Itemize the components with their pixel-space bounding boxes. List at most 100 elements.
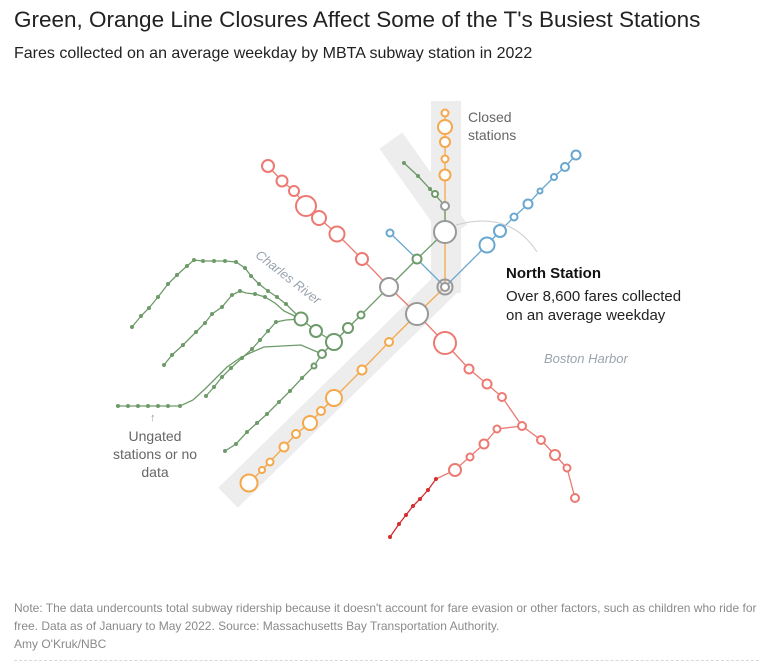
- station-milton: [418, 497, 422, 501]
- station-community-college: [440, 201, 450, 211]
- station-c-01: [162, 363, 166, 367]
- station-cedar-grove: [434, 477, 438, 481]
- chart-title: Green, Orange Line Closures Affect Some …: [14, 7, 701, 32]
- north-station-description: Over 8,600 fares collected on an average…: [506, 288, 682, 324]
- station-maverick: [478, 236, 496, 254]
- station-lechmere: [431, 190, 439, 198]
- station-c-11: [263, 295, 267, 299]
- red-line-stations: [261, 159, 580, 503]
- station-b-05: [166, 282, 170, 286]
- station-mattapan: [388, 535, 392, 539]
- closed-stations-label: Closed stations: [468, 109, 517, 143]
- station-b-07: [185, 264, 189, 268]
- station-b-18: [284, 302, 288, 306]
- station-davis: [275, 174, 289, 188]
- station-bowdoin: [385, 228, 395, 238]
- station-b-13: [243, 266, 247, 270]
- mbta-station-map: [116, 101, 582, 539]
- station-trunk-02: [288, 389, 292, 393]
- green-line-stations: [116, 161, 439, 453]
- station-oak-grove: [440, 108, 450, 118]
- station-wonderland: [570, 149, 582, 161]
- station-braintree: [570, 493, 580, 503]
- station-forest-hills: [239, 473, 259, 493]
- station-kendall: [328, 225, 346, 243]
- station-b-04: [156, 295, 160, 299]
- station-b-12: [234, 260, 238, 264]
- station-central: [311, 210, 327, 226]
- station-forest-hills-approach: [265, 457, 275, 467]
- station-harvard: [295, 195, 317, 217]
- station-trunk-05: [255, 421, 259, 425]
- station-valley-road: [404, 513, 408, 517]
- station-c-09: [238, 289, 242, 293]
- ungated-stations-label: Ungated stations or no data: [112, 428, 198, 480]
- station-roxbury-crossing: [316, 406, 326, 416]
- station-north-station: [436, 278, 454, 296]
- boston-harbor-label: Boston Harbor: [544, 351, 628, 366]
- station-e-03: [136, 404, 140, 408]
- station-fields-corner: [478, 438, 490, 450]
- station-suffolk-downs: [536, 187, 544, 195]
- station-c-06: [210, 312, 214, 316]
- station-back-bay: [384, 337, 394, 347]
- station-c-05: [203, 321, 207, 325]
- footnote: Note: The data undercounts total subway …: [14, 601, 757, 633]
- station-sullivan-square: [438, 168, 452, 182]
- station-quincy-center: [549, 449, 561, 461]
- station-b-02: [139, 314, 143, 318]
- footer-divider: [14, 660, 759, 661]
- station-malden-center: [437, 119, 453, 135]
- station-b-11: [223, 259, 227, 263]
- green-line-d-path: [205, 318, 302, 397]
- station-boylston: [356, 310, 366, 320]
- station-d-07: [258, 338, 262, 342]
- north-station-label: North Station: [506, 265, 601, 282]
- station-b-10: [212, 259, 216, 263]
- station-d-06: [250, 347, 254, 351]
- station-trunk-07: [234, 442, 238, 446]
- blue-line-stations: [385, 149, 582, 254]
- station-b-09: [201, 259, 205, 263]
- station-d-01: [204, 394, 208, 398]
- station-c-10: [253, 292, 257, 296]
- station-airport: [493, 224, 507, 238]
- closed-band-green-south: [218, 269, 461, 508]
- station-stony-brook: [291, 429, 301, 439]
- station-science-park: [411, 253, 423, 265]
- green-line-e-path: [118, 344, 323, 407]
- station-assembly: [440, 154, 450, 164]
- station-b-03: [147, 306, 151, 310]
- station-e-02: [126, 404, 130, 408]
- station-north-quincy: [517, 421, 527, 431]
- station-b-17: [275, 295, 279, 299]
- station-butler: [426, 488, 430, 492]
- ungated-arrow-icon: ↑: [150, 412, 156, 424]
- station-savin-hill: [492, 424, 502, 434]
- station-orient-heights: [522, 198, 534, 210]
- station-e-05: [156, 404, 160, 408]
- station-b-08: [192, 258, 196, 262]
- closed-band-green-north: [379, 132, 468, 241]
- station-copley: [325, 333, 343, 351]
- station-beachmont: [550, 173, 558, 181]
- station-downtown-crossing: [405, 302, 429, 326]
- station-e-07: [178, 404, 182, 408]
- station-b-16: [266, 289, 270, 293]
- station-d-09: [274, 320, 278, 324]
- green-line-c-path: [163, 290, 302, 366]
- green-line-b-path: [131, 259, 335, 343]
- station-jackson-square: [302, 415, 318, 431]
- station-b-06: [175, 273, 179, 277]
- station-b-14: [249, 274, 253, 278]
- station-arlington: [342, 322, 354, 334]
- station-andrew: [481, 378, 493, 390]
- station-revere-beach: [560, 162, 570, 172]
- station-wood-island: [509, 212, 519, 222]
- station-c-07: [220, 305, 224, 309]
- station-b-01: [130, 325, 134, 329]
- station-trunk-04: [265, 412, 269, 416]
- station-alewife: [261, 159, 275, 173]
- station-d-08: [266, 329, 270, 333]
- station-trunk-08: [223, 449, 227, 453]
